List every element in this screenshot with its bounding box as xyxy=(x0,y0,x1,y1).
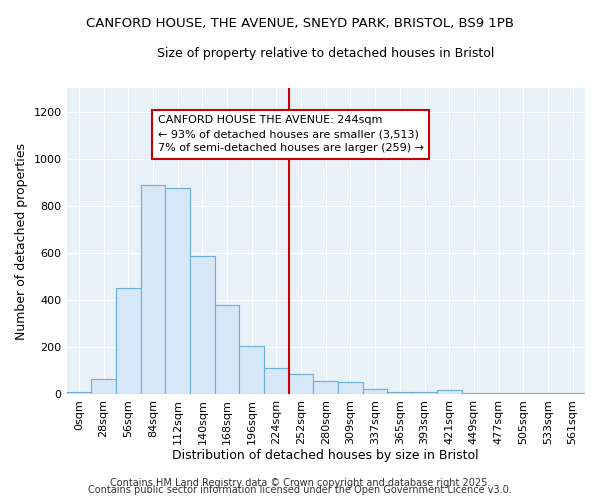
Bar xyxy=(437,390,461,394)
Text: Contains public sector information licensed under the Open Government Licence v3: Contains public sector information licen… xyxy=(88,485,512,495)
Text: Contains HM Land Registry data © Crown copyright and database right 2025.: Contains HM Land Registry data © Crown c… xyxy=(110,478,490,488)
Text: CANFORD HOUSE THE AVENUE: 244sqm
← 93% of detached houses are smaller (3,513)
7%: CANFORD HOUSE THE AVENUE: 244sqm ← 93% o… xyxy=(158,115,424,153)
Bar xyxy=(165,188,190,394)
Bar xyxy=(461,393,486,394)
Bar xyxy=(91,378,116,394)
Bar xyxy=(289,374,313,394)
Y-axis label: Number of detached properties: Number of detached properties xyxy=(15,142,28,340)
Title: Size of property relative to detached houses in Bristol: Size of property relative to detached ho… xyxy=(157,48,494,60)
Bar xyxy=(140,184,165,394)
Bar xyxy=(264,368,289,394)
Bar xyxy=(116,288,140,394)
Bar xyxy=(338,382,363,394)
X-axis label: Distribution of detached houses by size in Bristol: Distribution of detached houses by size … xyxy=(172,450,479,462)
Bar xyxy=(239,346,264,394)
Text: CANFORD HOUSE, THE AVENUE, SNEYD PARK, BRISTOL, BS9 1PB: CANFORD HOUSE, THE AVENUE, SNEYD PARK, B… xyxy=(86,18,514,30)
Bar xyxy=(313,381,338,394)
Bar xyxy=(215,304,239,394)
Bar xyxy=(190,256,215,394)
Bar xyxy=(388,392,412,394)
Bar xyxy=(363,390,388,394)
Bar xyxy=(412,392,437,394)
Bar xyxy=(67,392,91,394)
